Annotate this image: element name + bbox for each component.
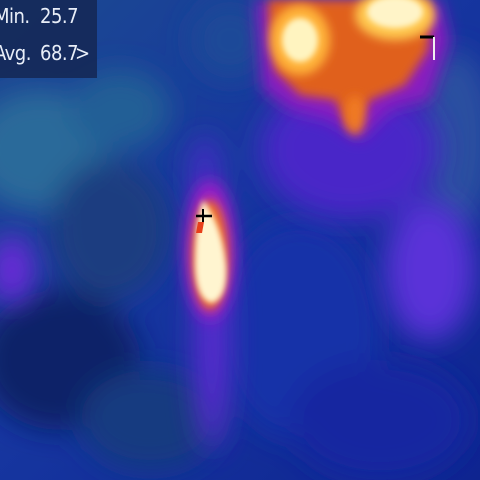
- avg-temperature-row[interactable]: Avg. 68.7 >: [0, 40, 97, 66]
- crosshair-marker: [196, 209, 212, 222]
- min-label: Min.: [0, 4, 30, 28]
- min-temperature-row: Min. 25.7: [0, 3, 97, 29]
- avg-value: 68.7: [40, 41, 79, 65]
- temperature-stats-panel: Min. 25.7 Avg. 68.7 >: [0, 0, 97, 78]
- chevron-right-icon[interactable]: >: [75, 41, 90, 65]
- hot-spot-marker: [420, 35, 435, 60]
- min-value: 25.7: [40, 4, 79, 28]
- avg-label: Avg.: [0, 41, 31, 65]
